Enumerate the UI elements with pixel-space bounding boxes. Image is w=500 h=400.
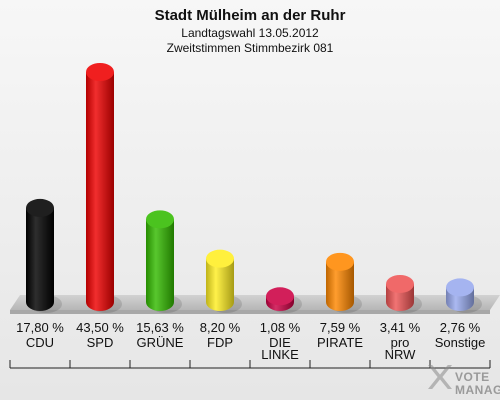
bar-4 xyxy=(206,249,242,313)
value-labels-group: 17,80 % 43,50 % 15,63 % 8,20 % 1,08 % 7,59 % 3… xyxy=(16,320,481,335)
bar-5 xyxy=(266,287,302,313)
bar-body xyxy=(86,72,114,311)
chart-subtitle-district: Zweitstimmen Stimmbezirk 081 xyxy=(167,41,334,55)
bar-8 xyxy=(446,278,482,313)
bar-body xyxy=(326,261,354,311)
chart-floor-front xyxy=(10,310,490,314)
bars-group xyxy=(26,63,482,313)
value-label: 15,63 % xyxy=(136,320,184,335)
bar-top xyxy=(386,274,414,293)
bar-1 xyxy=(26,198,62,313)
bar-7 xyxy=(386,274,422,313)
logo-cross-icon xyxy=(428,365,452,389)
chart-title: Stadt Mülheim an der Ruhr xyxy=(155,7,346,24)
category-label: pro NRW xyxy=(385,335,417,362)
bar-body xyxy=(206,258,234,311)
bar-body xyxy=(26,207,54,311)
bar-3 xyxy=(146,210,182,313)
value-label: 3,41 % xyxy=(380,320,421,335)
bar-top xyxy=(146,210,174,229)
bar-top xyxy=(206,249,234,268)
value-label: 43,50 % xyxy=(76,320,124,335)
category-label: PIRATE xyxy=(317,335,363,350)
logo-text-vote: VOTE xyxy=(455,370,490,384)
category-label: CDU xyxy=(26,335,54,350)
value-label: 7,59 % xyxy=(320,320,361,335)
bar-top xyxy=(326,252,354,271)
value-label: 17,80 % xyxy=(16,320,64,335)
value-label: 1,08 % xyxy=(260,320,301,335)
category-axis: CDU SPD GRÜNE FDP DIE LINKE PIRATE pro NRW Sonsti… xyxy=(9,335,491,369)
category-label: GRÜNE xyxy=(137,335,184,350)
category-label: FDP xyxy=(207,335,233,350)
bar-body xyxy=(146,219,174,311)
bar-top xyxy=(446,278,474,297)
bar-2 xyxy=(86,63,122,313)
chart-subtitle-date: Landtagswahl 13.05.2012 xyxy=(181,26,319,40)
category-label: Sonstige xyxy=(435,335,486,350)
vote-manager-logo: VOTE MANAGER xyxy=(428,365,500,397)
category-label: SPD xyxy=(87,335,114,350)
bar-top xyxy=(86,63,114,81)
bar-top xyxy=(26,198,54,217)
logo-text-manager: MANAGER xyxy=(455,383,500,397)
value-label: 2,76 % xyxy=(440,320,481,335)
value-label: 8,20 % xyxy=(200,320,241,335)
chart-floor xyxy=(10,295,500,310)
category-label: DIE LINKE xyxy=(261,335,299,362)
bar-6 xyxy=(326,252,362,313)
bar-top xyxy=(266,287,294,306)
